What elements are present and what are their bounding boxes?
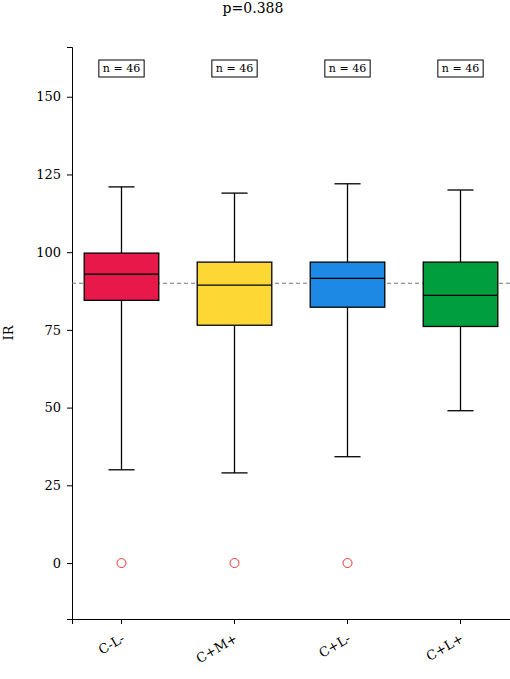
box [84,253,159,300]
cap-upper [334,183,360,184]
y-axis-title: IR [1,324,16,340]
whisker-upper [347,184,348,262]
n-label: n = 46 [442,62,479,75]
y-tick-label: 25 [44,478,61,493]
cap-lower [108,469,134,470]
x-tick-mark [121,619,122,624]
box [423,262,498,326]
y-tick-mark [67,252,72,253]
x-tick: C+L+ [424,619,466,664]
median [197,284,272,285]
n-label: n = 46 [103,62,140,75]
median [310,278,385,279]
whisker-lower [347,307,348,457]
x-tick-label: C-L- [96,631,127,658]
whisker-lower [121,300,122,469]
cap-upper [221,192,247,193]
n-label: n = 46 [329,62,366,75]
whisker-lower [234,325,235,473]
x-tick-label: C+L+ [424,631,466,664]
box-group [423,190,498,411]
box-group [310,184,385,568]
y-tick-mark [67,408,72,409]
median [84,274,159,275]
n-label-box [438,60,483,77]
y-tick: 100 [36,245,72,260]
box [197,262,272,325]
n-label: n = 46 [216,62,253,75]
whisker-lower [460,326,461,410]
y-tick-label: 100 [36,245,61,260]
y-tick-label: 0 [53,556,61,571]
cap-upper [447,189,473,190]
y-tick: 25 [44,478,72,493]
x-tick-mark [234,619,235,624]
y-tick-label: 75 [44,323,61,338]
y-tick: 150 [36,89,72,104]
box-group [197,193,272,567]
x-axis: C-L- C+M+ C+L- C+L+ [73,619,510,666]
y-tick-mark [67,97,72,98]
cap-upper [108,186,134,187]
y-tick-label: 50 [44,400,61,415]
y-tick: 75 [44,323,72,338]
y-tick-mark [67,485,72,486]
x-axis-line [73,620,510,625]
y-axis: 0 25 50 75 100 125 150 [36,48,72,620]
title: p=0.388 [223,0,284,16]
box [310,262,385,307]
y-tick-mark [67,563,72,564]
x-tick-label: C+L- [316,631,353,661]
y-tick-label: 150 [36,89,61,104]
cap-lower [221,472,247,473]
x-tick-mark [460,619,461,624]
y-tick-label: 125 [36,167,61,182]
outlier [117,559,126,568]
median [423,295,498,296]
x-tick: C+M+ [193,619,240,666]
x-tick: C+L- [316,619,353,661]
y-tick: 50 [44,400,72,415]
y-tick: 125 [36,167,72,182]
n-label-box [325,60,370,77]
y-tick-mark [67,330,72,331]
whisker-upper [121,187,122,253]
x-tick-mark [347,619,348,624]
n-label-box [212,60,257,77]
x-tick-label: C+M+ [193,631,240,667]
y-tick: 0 [53,556,72,571]
y-axis-line [67,48,73,620]
outlier [343,559,352,568]
plot-area [72,184,510,568]
x-tick: C-L- [96,619,127,657]
n-label-box [99,60,144,77]
whisker-upper [234,193,235,262]
outlier [230,559,239,568]
cap-lower [334,456,360,457]
whisker-upper [460,190,461,262]
chart: 0 25 50 75 100 125 150 C-L- C+M+ C+L- C+L+ n = 46 n … [0,0,510,679]
cap-lower [447,410,473,411]
y-tick-mark [67,174,72,175]
box-group [84,187,159,568]
